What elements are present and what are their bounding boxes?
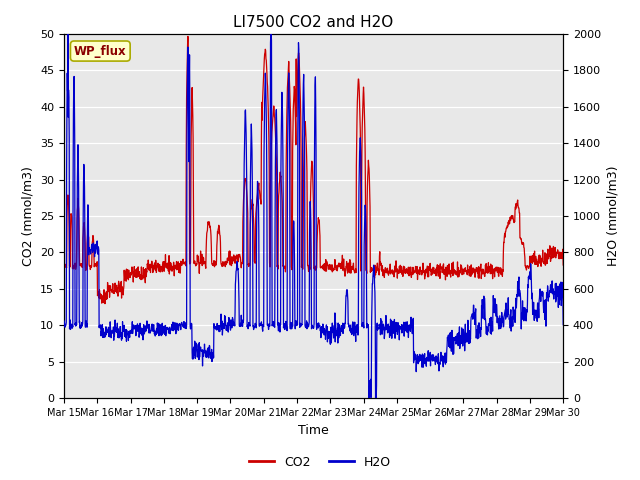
- Text: WP_flux: WP_flux: [74, 45, 127, 58]
- X-axis label: Time: Time: [298, 424, 329, 437]
- Title: LI7500 CO2 and H2O: LI7500 CO2 and H2O: [234, 15, 394, 30]
- Legend: CO2, H2O: CO2, H2O: [244, 451, 396, 474]
- Y-axis label: CO2 (mmol/m3): CO2 (mmol/m3): [22, 166, 35, 266]
- Y-axis label: H2O (mmol/m3): H2O (mmol/m3): [607, 166, 620, 266]
